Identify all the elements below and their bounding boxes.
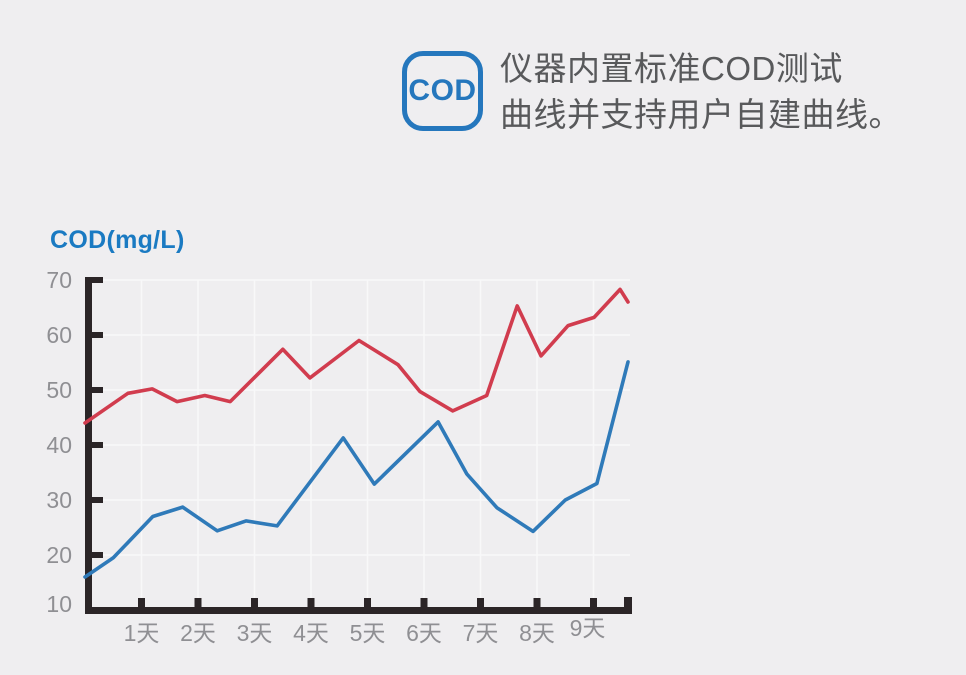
x-axis-tick: [138, 598, 145, 607]
x-axis-tick: [251, 598, 258, 607]
y-axis-tick: [92, 552, 103, 558]
x-axis-end-tick: [624, 597, 632, 607]
x-tick-label: 7天: [463, 620, 499, 646]
y-tick-label: 10: [46, 591, 72, 617]
cod-badge: COD: [402, 51, 483, 131]
x-tick-label: 6天: [406, 620, 442, 646]
x-axis-tick: [420, 598, 428, 607]
y-tick-label: 40: [46, 432, 72, 458]
chart-title: COD(mg/L): [50, 226, 185, 254]
y-tick-label: 60: [46, 322, 72, 348]
y-axis-tick: [92, 277, 103, 283]
y-axis-tick: [92, 387, 103, 393]
x-tick-label: 5天: [350, 620, 386, 646]
x-tick-label: 1天: [124, 620, 160, 646]
x-axis-tick: [194, 598, 202, 607]
x-tick-label: 2天: [180, 620, 216, 646]
y-tick-label: 70: [46, 267, 72, 293]
x-tick-label: 9天: [570, 615, 606, 641]
headline-line-2: 曲线并支持用户自建曲线。: [500, 96, 902, 133]
x-axis-tick: [307, 598, 315, 607]
y-axis: [85, 277, 92, 614]
x-tick-label: 4天: [293, 620, 329, 646]
y-axis-tick: [92, 332, 103, 338]
x-axis-tick: [364, 598, 371, 607]
x-axis-tick: [477, 598, 484, 607]
series-blue-curve: [83, 360, 630, 579]
x-tick-label: 3天: [237, 620, 273, 646]
x-axis: [85, 607, 632, 614]
y-axis-tick: [92, 497, 103, 503]
y-tick-label: 20: [46, 542, 72, 568]
y-tick-label: 50: [46, 377, 72, 403]
cod-badge-label: COD: [408, 74, 477, 107]
y-axis-tick: [92, 442, 103, 448]
headline: 仪器内置标准COD测试 曲线并支持用户自建曲线。: [500, 46, 902, 138]
y-tick-label: 30: [46, 487, 72, 513]
x-tick-label: 8天: [519, 620, 555, 646]
x-axis-tick: [533, 598, 541, 607]
series-red-curve: [83, 287, 630, 425]
x-axis-tick: [590, 598, 597, 607]
headline-line-1: 仪器内置标准COD测试: [500, 50, 843, 87]
